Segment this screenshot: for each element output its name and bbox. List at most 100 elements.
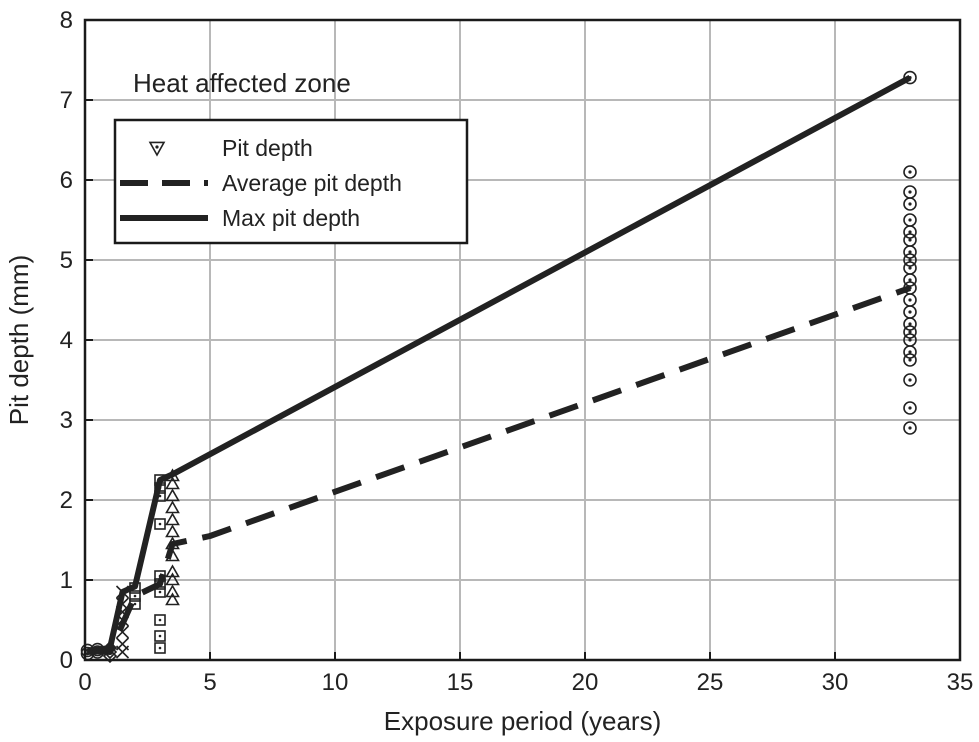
pit-depth-point [903,401,917,415]
pit-depth-point-center [158,634,162,638]
pit-depth-point [165,488,180,502]
pit-depth-point-center [908,338,912,342]
pit-depth-point-center [908,330,912,334]
pit-depth-scatter [80,70,917,664]
y-tick-label: 3 [60,407,73,434]
pit-depth-point [154,490,166,502]
legend-item: Pit depth [148,135,313,161]
pit-depth-point [165,572,180,586]
pit-depth-point-center [133,602,137,606]
pit-depth-point-center [908,378,912,382]
pit-depth-point-center [908,278,912,282]
pit-depth-point-center [158,582,162,586]
legend: Pit depth Average pit depth Max pit depth [113,118,469,245]
legend-item: Average pit depth [120,170,402,196]
pit-depth-point [115,585,130,599]
pit-depth-point-center [158,618,162,622]
pit-depth-point-center [95,648,100,652]
pit-depth-point-center [85,648,90,653]
pit-depth-point [903,353,917,367]
x-tick-label: 10 [322,669,349,696]
pit-depth-point-center [158,574,162,578]
pit-depth-point [165,524,180,538]
pit-depth-point-center [158,478,162,482]
pit-depth-point [80,643,95,658]
pit-depth-point-center [158,494,162,498]
x-tick-label: 35 [947,669,974,696]
pit-depth-point [165,500,180,514]
legend-marker-center [155,145,159,149]
pit-depth-point [903,325,917,339]
max-pit-depth-line [87,74,912,654]
pit-depth-point-center [95,650,100,654]
grid [85,20,960,660]
pit-depth-point [115,597,130,611]
pit-depth-point [154,474,166,486]
pit-depth-point [903,213,917,227]
pit-depth-point-center [908,238,912,242]
pit-depth-point-center [158,486,162,490]
y-axis-label: Pit depth (mm) [4,255,34,426]
pit-depth-point-center [158,522,162,526]
pit-depth-point-center [158,590,162,594]
pit-depth-point [129,582,141,594]
pit-depth-point-center [908,310,912,314]
pit-depth-point [129,598,141,610]
pit-depth-point-center [908,258,912,262]
legend-marker-pit-depth [148,141,166,157]
pit-depth-point [165,592,180,606]
legend-item: Max pit depth [120,205,360,231]
pit-depth-point [165,536,180,550]
plot-area [80,70,917,664]
pit-depth-point-center [908,266,912,270]
pit-depth-point [154,630,166,642]
pit-depth-point [154,614,166,626]
x-tick-label: 15 [447,669,474,696]
pit-depth-point [903,253,917,267]
pit-depth-point-center [908,250,912,254]
pit-depth-point-center [908,298,912,302]
x-tick-label: 5 [203,669,216,696]
pit-depth-point [903,185,917,199]
pit-depth-point [903,261,917,275]
x-tick-label: 20 [572,669,599,696]
pit-depth-point-center [908,76,912,80]
pit-depth-point-center [908,230,912,234]
pit-depth-point [154,586,166,598]
x-tick-label: 0 [78,669,91,696]
y-tick-label: 4 [60,327,73,354]
pit-depth-point [165,468,180,482]
pit-depth-point-center [908,358,912,362]
chart-annotation: Heat affected zone [133,68,351,98]
pit-depth-point-center [908,350,912,354]
legend-label: Average pit depth [222,170,402,196]
pit-depth-point [903,281,917,295]
y-tick-label: 7 [60,87,73,114]
pit-depth-point [165,564,180,578]
pit-depth-point [129,590,141,602]
pit-depth-point-center [133,594,137,598]
pit-depth-point-center [908,202,912,206]
pit-depth-point-center [85,652,90,656]
pit-depth-point [903,70,917,85]
pit-depth-point [165,584,180,598]
pit-depth-point [154,518,166,530]
pit-depth-point [90,642,105,657]
y-tick-label: 0 [60,647,73,674]
legend-label: Max pit depth [222,205,360,231]
pit-depth-point-center [133,586,137,590]
pit-depth-point [903,373,917,387]
pit-depth-point-center [908,322,912,326]
pit-depth-point-center [908,218,912,222]
pit-depth-point [154,578,166,590]
pit-depth-point [154,482,166,494]
pit-depth-point [165,548,180,562]
pit-depth-point-center [908,170,912,174]
x-tick-label: 25 [697,669,724,696]
pit-depth-point [903,333,917,347]
x-axis-label: Exposure period (years) [384,706,661,736]
pit-depth-point [102,640,118,656]
y-tick-label: 1 [60,567,73,594]
pit-depth-point-center [908,406,912,410]
